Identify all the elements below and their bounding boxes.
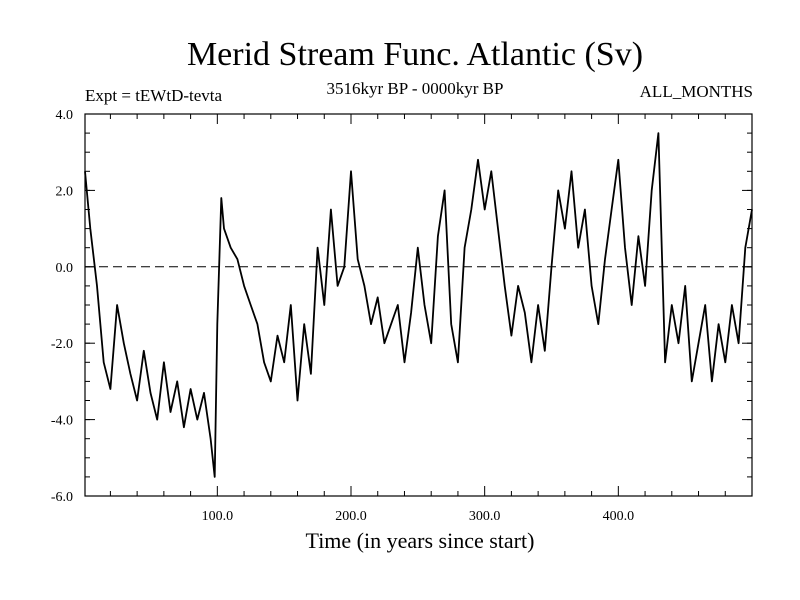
time-range-label: 3516kyr BP - 0000kyr BP [326,79,504,98]
x-tick-label: 200.0 [335,509,367,524]
x-axis-label: Time (in years since start) [305,528,535,553]
x-tick-label: 400.0 [603,509,635,524]
plot-frame [84,113,753,497]
y-tick-label: -4.0 [51,414,73,429]
x-tick-label: 100.0 [202,509,234,524]
chart-title: Merid Stream Func. Atlantic (Sv) [186,36,644,73]
x-axis-ticks: 100.0 200.0 300.0 400.0 [109,114,726,524]
y-axis-ticks: -6.0 -4.0 -2.0 0.0 2.0 4.0 [51,108,752,505]
series-line [84,132,753,478]
y-tick-label: -2.0 [51,337,73,352]
months-label: ALL_MONTHS [639,82,753,101]
y-tick-label: 0.0 [56,261,74,276]
x-tick-label: 300.0 [469,509,501,524]
experiment-label: Expt = tEWtD-tevta [85,86,223,105]
y-tick-label: 4.0 [56,108,74,123]
y-tick-label: 2.0 [56,184,74,199]
y-tick-label: -6.0 [51,490,73,505]
